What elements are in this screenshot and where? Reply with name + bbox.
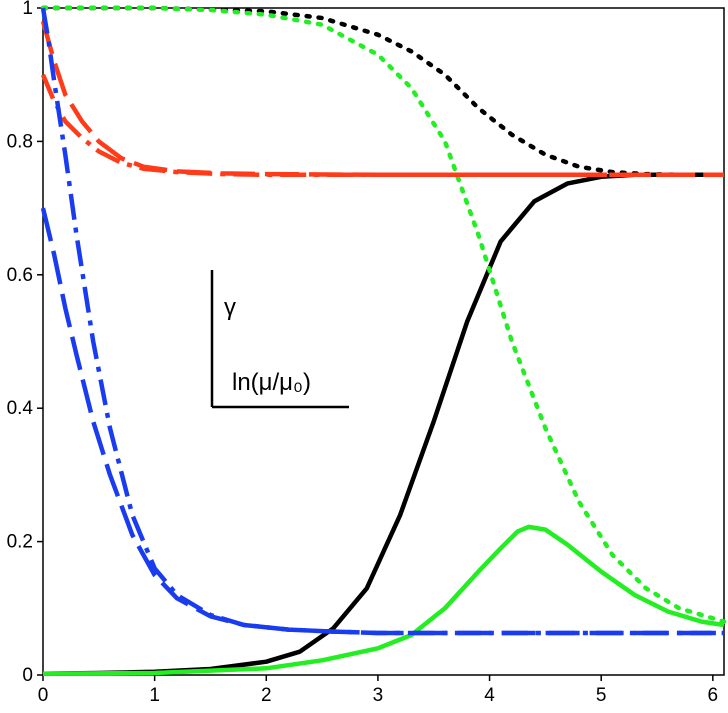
series-line-5	[40, 20, 724, 178]
inset-x-label: ln(μ/μ₀)	[232, 369, 311, 396]
x-tick-label: 3	[373, 685, 384, 706]
x-tick-label: 2	[261, 685, 272, 706]
x-tick-label: 6	[708, 685, 719, 706]
x-tick-label: 1	[149, 685, 160, 706]
x-axis: 0 1 2 3 4 5 6	[38, 675, 718, 706]
y-tick-label: 0.6	[7, 265, 33, 286]
series-layer	[40, 5, 727, 676]
series-line-8	[40, 207, 724, 636]
y-tick-label: 0	[22, 665, 33, 686]
inset-axis-legend: γ ln(μ/μ₀)	[210, 270, 349, 409]
y-tick-label: 0.2	[7, 532, 33, 553]
plot-border	[42, 7, 725, 676]
y-tick-label: 1	[22, 0, 33, 19]
y-axis: 0 0.2 0.4 0.6 0.8 1	[7, 0, 43, 686]
plot-frame	[42, 7, 725, 676]
series-line-1	[42, 172, 724, 676]
series-line-6	[40, 73, 724, 178]
x-tick-label: 5	[596, 685, 607, 706]
y-tick-label: 0.8	[7, 131, 33, 152]
inset-y-label: γ	[224, 294, 236, 321]
y-tick-label: 0.4	[7, 398, 34, 419]
series-line-7	[40, 7, 724, 636]
series-line-4	[40, 5, 727, 624]
series-line-3	[42, 524, 725, 676]
x-tick-label: 0	[38, 685, 49, 706]
x-tick-label: 4	[484, 685, 495, 706]
series-line-2	[40, 5, 727, 178]
